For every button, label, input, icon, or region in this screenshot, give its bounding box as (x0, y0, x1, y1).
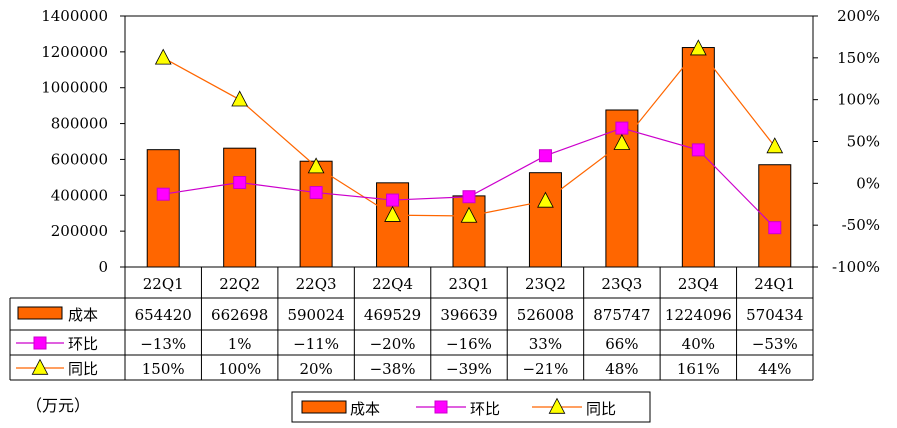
table-cell: 526008 (517, 306, 574, 324)
unit-label: （万元） (26, 396, 91, 415)
table-cell: −20% (370, 335, 416, 353)
left-axis-tick-label: 1200000 (41, 43, 108, 61)
table-cell: −21% (522, 360, 568, 378)
left-axis-tick-label: 0 (98, 258, 108, 276)
table-cell: 150% (142, 360, 185, 378)
mom-point (156, 187, 170, 201)
right-axis-tick-label: -100% (832, 258, 880, 276)
table-cell: −13% (140, 335, 186, 353)
category-label: 22Q3 (296, 275, 337, 293)
mom-point (309, 186, 323, 200)
mom-point (386, 193, 400, 207)
right-axis-tick-label: 200% (837, 7, 880, 25)
category-label: 24Q1 (754, 275, 795, 293)
table-cell: 20% (299, 360, 332, 378)
mom-point (462, 190, 476, 204)
table-cell: 44% (758, 360, 791, 378)
left-axis-tick-label: 1000000 (41, 79, 108, 97)
table-row-label: 环比 (68, 335, 98, 353)
legend-label-mom: 环比 (470, 400, 500, 418)
table-cell: 33% (529, 335, 562, 353)
left-axis-tick-label: 400000 (51, 186, 108, 204)
table-cell: 40% (682, 335, 715, 353)
category-label: 22Q4 (372, 275, 413, 293)
category-label: 22Q2 (219, 275, 260, 293)
table-cell: −39% (446, 360, 492, 378)
category-label: 23Q1 (449, 275, 490, 293)
yoy-point (537, 191, 554, 208)
table-cell: 570434 (746, 306, 803, 324)
mom-point (233, 175, 247, 189)
table-cell: −11% (293, 335, 339, 353)
table-cell: 66% (605, 335, 638, 353)
mom-point (615, 121, 629, 135)
table-row-label: 成本 (68, 306, 98, 324)
table-key-cost (17, 306, 63, 320)
yoy-point (307, 157, 325, 174)
bar (452, 195, 486, 268)
yoy-point (766, 137, 784, 154)
table-cell: 654420 (135, 306, 192, 324)
right-axis-tick-label: 0% (856, 174, 880, 192)
legend-box (291, 391, 651, 423)
legend-label-yoy: 同比 (586, 400, 616, 418)
bar (758, 164, 792, 268)
category-label: 22Q1 (143, 275, 184, 293)
table-cell: 161% (677, 360, 720, 378)
table-cell: 396639 (440, 306, 497, 324)
table-cell: −53% (752, 335, 798, 353)
left-axis-tick-label: 800000 (51, 115, 108, 133)
bar (299, 160, 333, 268)
mom-point (768, 221, 782, 235)
category-label: 23Q2 (525, 275, 566, 293)
table-cell: 48% (605, 360, 638, 378)
yoy-point (384, 205, 401, 222)
table-key-yoy-marker (31, 358, 49, 375)
category-label: 23Q3 (601, 275, 642, 293)
yoy-point (231, 90, 249, 107)
mom-point (538, 149, 552, 163)
bar (681, 47, 715, 268)
table-cell: 1% (228, 335, 252, 353)
yoy-point (154, 48, 172, 65)
legend-swatch-mom-marker (434, 400, 448, 414)
bar (528, 172, 562, 268)
yoy-point (689, 39, 707, 56)
table-cell: 469529 (364, 306, 421, 324)
legend-label-cost: 成本 (350, 400, 380, 418)
legend-swatch-yoy-marker (548, 397, 566, 414)
right-axis-tick-label: 150% (837, 49, 880, 67)
right-axis-tick-label: -50% (842, 216, 880, 234)
right-axis-tick-label: 100% (837, 91, 880, 109)
right-axis-tick-label: 50% (847, 133, 880, 151)
category-label: 23Q4 (678, 275, 719, 293)
table-cell: 875747 (593, 306, 650, 324)
table-key-mom-marker (33, 336, 47, 350)
yoy-point (613, 133, 631, 150)
table-cell: −38% (370, 360, 416, 378)
table-row-label: 同比 (68, 360, 98, 378)
legend-swatch-cost (301, 400, 347, 414)
bar (223, 147, 257, 268)
bar (146, 149, 180, 268)
table-cell: 1224096 (665, 306, 732, 324)
yoy-point (460, 206, 478, 223)
table-cell: 100% (218, 360, 261, 378)
table-cell: 590024 (287, 306, 344, 324)
table-cell: 662698 (211, 306, 268, 324)
table-cell: −16% (446, 335, 492, 353)
mom-point (691, 143, 705, 157)
left-axis-tick-label: 1400000 (41, 7, 108, 25)
left-axis-tick-label: 200000 (51, 222, 108, 240)
left-axis-tick-label: 600000 (51, 150, 108, 168)
